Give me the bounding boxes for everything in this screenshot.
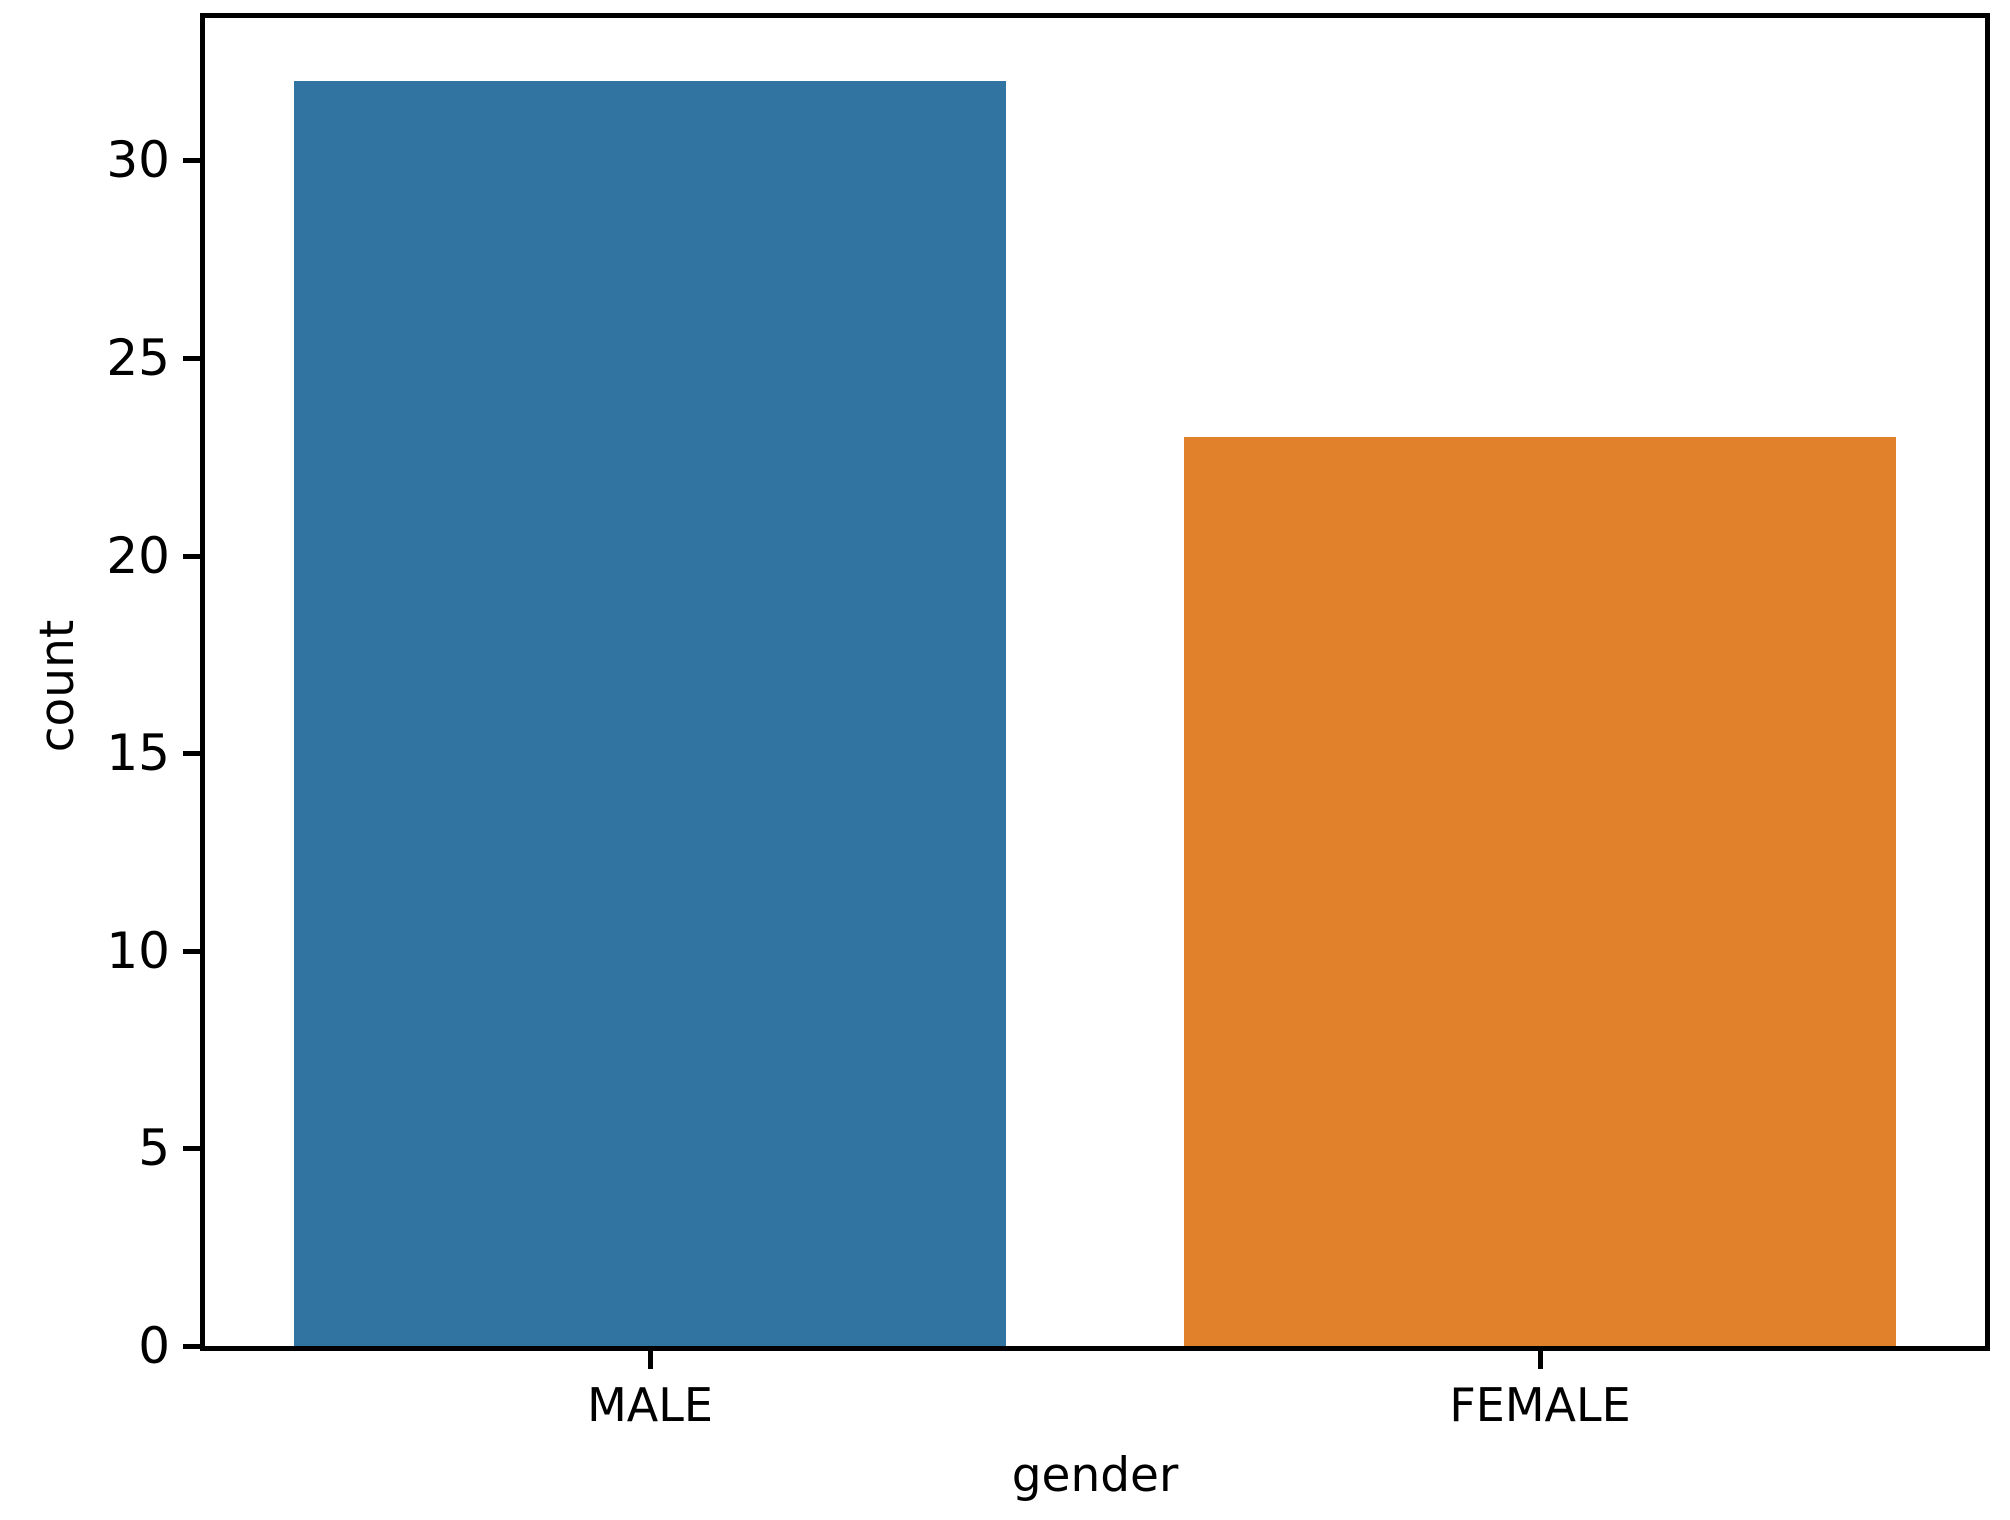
y-tick-mark [183, 158, 201, 164]
y-tick-label: 0 [138, 1317, 170, 1375]
x-tick-label-male: MALE [587, 1378, 713, 1432]
x-tick-mark [648, 1351, 653, 1369]
y-tick-mark [183, 355, 201, 361]
y-tick-mark [183, 751, 201, 757]
y-tick-mark [183, 1344, 201, 1349]
y-tick-mark [183, 948, 201, 954]
x-tick-mark [1538, 1351, 1543, 1369]
x-tick-label-female: FEMALE [1449, 1378, 1631, 1432]
y-tick-mark [183, 553, 201, 559]
y-tick-label: 15 [106, 724, 170, 783]
bar-female [1184, 436, 1896, 1346]
x-axis-label: gender [1011, 1448, 1179, 1503]
y-tick-label: 30 [106, 131, 170, 190]
y-tick-label: 25 [106, 328, 170, 387]
y-tick-label: 5 [138, 1119, 170, 1178]
plot-area [200, 13, 1990, 1351]
bar-male [294, 81, 1006, 1346]
y-tick-mark [183, 1146, 201, 1152]
y-tick-label: 20 [106, 526, 170, 585]
y-tick-label: 10 [106, 921, 170, 980]
